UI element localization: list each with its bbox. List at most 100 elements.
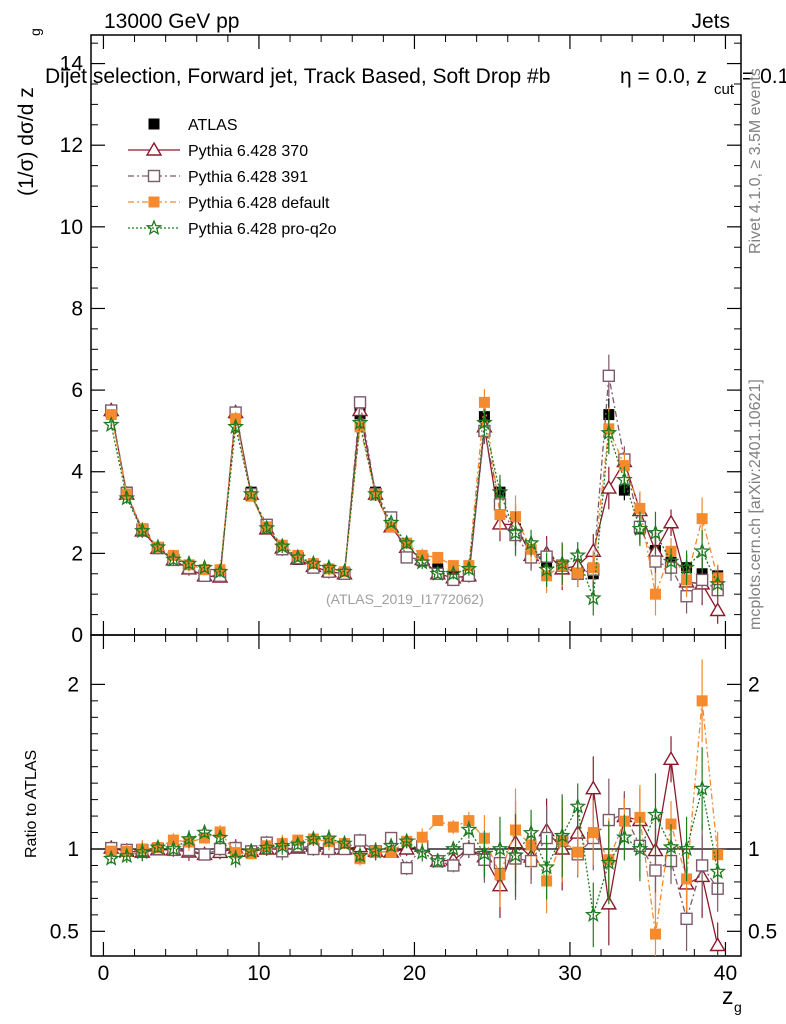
series-point-ratio <box>680 912 693 926</box>
series-point-main <box>600 479 618 494</box>
series-point-ratio <box>647 805 664 822</box>
series-point-ratio <box>444 840 462 857</box>
series-point-ratio <box>447 821 459 833</box>
series-point-ratio <box>553 826 571 843</box>
series-point-ratio <box>507 846 524 863</box>
series-point-ratio <box>569 797 587 814</box>
series-point-main <box>649 555 662 568</box>
series-point-main <box>647 524 664 541</box>
series-point-ratio <box>695 859 709 872</box>
legend-entry: Pythia 6.428 default <box>128 195 330 212</box>
series-point-ratio <box>102 849 120 866</box>
legend-entry: ATLAS <box>148 117 238 134</box>
series-point-ratio <box>118 847 136 864</box>
series-point-main <box>618 460 630 472</box>
series-point-ratio <box>600 853 618 870</box>
series-point-ratio <box>400 861 413 875</box>
main-ytick-label: 6 <box>71 379 83 402</box>
series-point-main <box>695 573 709 587</box>
side-rivet: Rivet 4.1.0, ≥ 3.5M events <box>747 68 764 254</box>
series-point-ratio <box>631 840 649 857</box>
series-point-ratio <box>385 846 397 858</box>
main-ytick-label: 2 <box>71 542 83 565</box>
series-point-main <box>165 550 182 567</box>
series-point-ratio <box>447 859 460 872</box>
series-point-ratio <box>289 835 307 852</box>
series-point-ratio <box>662 838 680 855</box>
xtick-label: 30 <box>558 962 581 985</box>
series-point-main <box>478 396 490 408</box>
series-point-main <box>242 485 260 502</box>
series-point-main <box>227 417 244 434</box>
series-point-ratio <box>696 695 708 707</box>
series-point-ratio <box>522 824 540 841</box>
series-line-main <box>110 422 719 599</box>
title-beta: η = 0.0, z <box>620 65 707 88</box>
series-1 <box>102 402 726 956</box>
series-point-ratio <box>227 849 245 866</box>
series-point-main <box>572 567 584 579</box>
header-right: Jets <box>691 10 730 33</box>
series-point-main <box>476 414 493 430</box>
series-point-main <box>696 513 708 525</box>
series-point-main <box>662 514 680 529</box>
series-point-main <box>320 558 338 575</box>
series-point-main <box>305 554 322 571</box>
series-point-main <box>507 524 524 541</box>
ylabel-ratio: Ratio to ATLAS <box>23 750 40 858</box>
series-point-ratio <box>320 829 338 846</box>
series-point-main <box>709 575 727 592</box>
title-text: Dijet selection, Forward jet, Track Base… <box>45 65 550 88</box>
series-point-ratio <box>413 843 431 860</box>
series-line-ratio <box>111 788 719 915</box>
series-point-main <box>584 589 602 606</box>
series-2 <box>105 354 724 952</box>
series-point-main <box>678 558 695 575</box>
series-point-ratio <box>167 834 179 846</box>
xlabel-sub: g <box>734 999 742 1015</box>
legend-marker <box>145 141 163 156</box>
series-point-ratio <box>273 837 291 854</box>
ratio-ytick-label-right: 0.5 <box>748 920 777 943</box>
series-point-ratio <box>351 846 369 863</box>
series-line-ratio <box>111 700 719 935</box>
series-point-main <box>491 483 509 500</box>
series-point-ratio <box>305 830 322 847</box>
main-ytick-label: 10 <box>60 216 83 239</box>
series-layer <box>102 354 727 956</box>
main-ytick-label: 14 <box>60 53 84 76</box>
series-point-ratio <box>353 834 367 847</box>
series-point-main <box>662 552 680 569</box>
series-line-ratio <box>111 813 719 922</box>
ylabel-main: (1/σ) dσ/d z <box>15 87 38 196</box>
side-mcplots: mcplots.cern.ch [arXiv:2401.10621] <box>747 379 764 630</box>
series-point-ratio <box>463 815 475 827</box>
main-ytick-label: 8 <box>71 297 83 320</box>
series-point-main <box>211 562 229 579</box>
series-point-ratio <box>462 842 476 856</box>
series-point-main <box>398 534 415 551</box>
series-4 <box>102 409 727 948</box>
ratio-frame-border <box>90 634 742 957</box>
main-ytick-label: 0 <box>71 624 83 647</box>
legend-label: Pythia 6.428 391 <box>188 169 308 186</box>
main-ytick-label: 4 <box>71 461 83 484</box>
series-point-main <box>351 414 369 430</box>
series-point-ratio <box>538 858 556 875</box>
series-point-ratio <box>662 750 680 765</box>
series-point-ratio <box>149 838 167 855</box>
series-point-main <box>494 509 506 521</box>
series-point-ratio <box>180 830 198 847</box>
series-point-ratio <box>213 842 227 856</box>
series-point-ratio <box>134 843 151 860</box>
series-point-ratio <box>382 837 400 854</box>
series-point-ratio <box>416 831 428 843</box>
y-axis-label-main: (1/σ) dσ/d z g <box>15 28 43 196</box>
series-point-main <box>133 522 151 539</box>
legend: ATLAS Pythia 6.428 370 Pythia 6.428 391 Pyt… <box>128 117 337 238</box>
series-point-main <box>649 588 661 600</box>
legend-marker <box>148 196 160 208</box>
series-point-main <box>538 560 556 577</box>
series-point-main <box>400 551 413 564</box>
